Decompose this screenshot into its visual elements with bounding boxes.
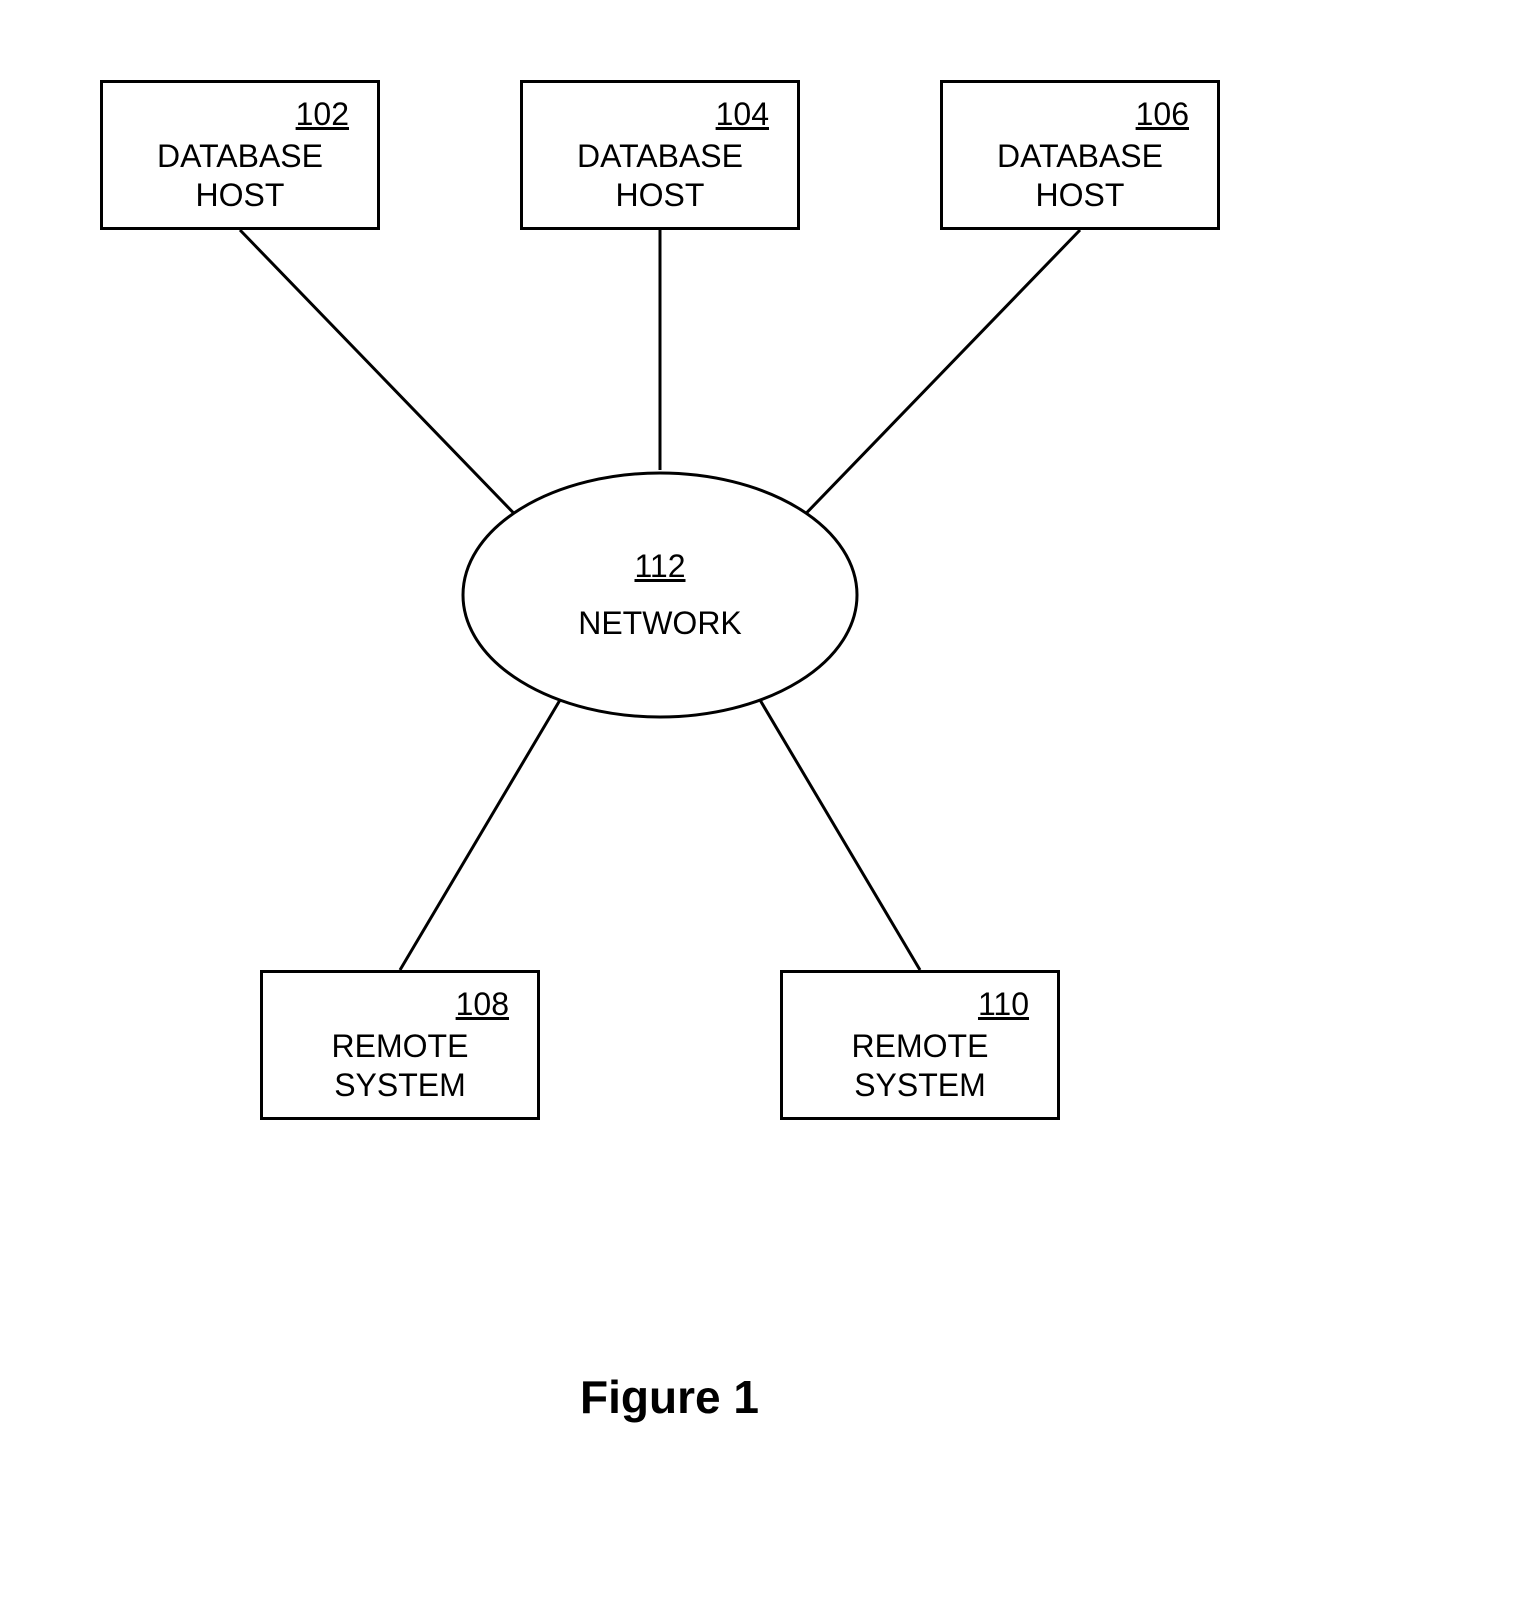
- node-id: 104: [531, 96, 789, 133]
- node-id: 102: [111, 96, 369, 133]
- node-label: DATABASE HOST: [997, 137, 1163, 214]
- node-remote-system-108: 108 REMOTE SYSTEM: [260, 970, 540, 1120]
- node-id: 106: [951, 96, 1209, 133]
- node-label: REMOTE SYSTEM: [852, 1027, 989, 1104]
- node-database-host-106: 106 DATABASE HOST: [940, 80, 1220, 230]
- node-label: DATABASE HOST: [577, 137, 743, 214]
- node-id: 110: [791, 986, 1049, 1023]
- node-label: DATABASE HOST: [157, 137, 323, 214]
- edge-110-112: [760, 700, 920, 970]
- node-remote-system-110: 110 REMOTE SYSTEM: [780, 970, 1060, 1120]
- node-database-host-102: 102 DATABASE HOST: [100, 80, 380, 230]
- node-network-112: 112 NETWORK: [460, 470, 860, 720]
- node-id: 112: [578, 548, 742, 585]
- diagram-container: 102 DATABASE HOST 104 DATABASE HOST 106 …: [0, 0, 1513, 1610]
- figure-caption: Figure 1: [580, 1370, 759, 1424]
- node-label: NETWORK: [578, 605, 742, 642]
- connection-lines: [0, 0, 1513, 1610]
- node-label: REMOTE SYSTEM: [332, 1027, 469, 1104]
- ellipse-content: 112 NETWORK: [578, 548, 742, 642]
- node-id: 108: [271, 986, 529, 1023]
- node-database-host-104: 104 DATABASE HOST: [520, 80, 800, 230]
- edge-108-112: [400, 700, 560, 970]
